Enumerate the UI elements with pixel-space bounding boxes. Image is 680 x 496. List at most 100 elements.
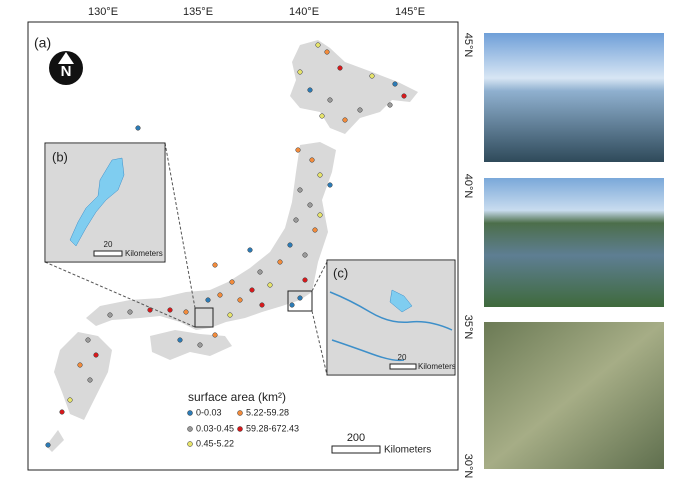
lake-point bbox=[392, 81, 398, 87]
lat-label: 45°N bbox=[462, 33, 474, 58]
lake-point bbox=[295, 147, 301, 153]
locator-c bbox=[287, 290, 313, 312]
panel-label: (a) bbox=[34, 35, 51, 51]
scale-value: 20 bbox=[398, 353, 407, 362]
land bbox=[46, 40, 418, 452]
photo-reeds bbox=[484, 178, 664, 307]
river bbox=[329, 291, 453, 331]
scale-bar bbox=[331, 445, 381, 454]
lake-point bbox=[327, 97, 333, 103]
lake-point bbox=[267, 282, 273, 288]
legend-swatch bbox=[187, 426, 193, 432]
lat-label: 40°N bbox=[462, 174, 474, 199]
lake-point bbox=[297, 187, 303, 193]
legend-label: 0-0.03 bbox=[196, 407, 222, 417]
lake-point bbox=[212, 332, 218, 338]
lake-point bbox=[205, 297, 211, 303]
lake-point bbox=[85, 337, 91, 343]
lake-point bbox=[107, 312, 113, 318]
legend: 0-0.03 0.03-0.45 0.45-5.22 5.22-59.28 59.28-… bbox=[187, 407, 299, 448]
scale-unit: Kilometers bbox=[384, 445, 431, 456]
lake-point bbox=[217, 292, 223, 298]
legend-title: surface area (km²) bbox=[188, 390, 286, 404]
lake-point bbox=[317, 212, 323, 218]
lake-point bbox=[257, 269, 263, 275]
leader bbox=[164, 142, 196, 309]
lake-point bbox=[45, 442, 51, 448]
lake-point bbox=[227, 312, 233, 318]
lake-point bbox=[309, 157, 315, 163]
lake-point bbox=[127, 309, 133, 315]
svg-text:N: N bbox=[61, 63, 72, 80]
lake-point bbox=[293, 217, 299, 223]
lake-point bbox=[147, 307, 153, 313]
legend-swatch bbox=[187, 441, 193, 447]
lake-point bbox=[327, 182, 333, 188]
inset-label: (c) bbox=[333, 265, 348, 280]
lake-point bbox=[249, 287, 255, 293]
scale-unit: Kilometers bbox=[125, 249, 163, 258]
lake-point bbox=[342, 117, 348, 123]
lake-point bbox=[135, 125, 141, 131]
scale-bar bbox=[389, 363, 417, 370]
legend-label: 5.22-59.28 bbox=[246, 407, 289, 417]
lake-point bbox=[289, 302, 295, 308]
lake-point bbox=[357, 107, 363, 113]
lake-point bbox=[87, 377, 93, 383]
lake-point bbox=[315, 42, 321, 48]
scale-value: 200 bbox=[347, 432, 365, 444]
lake-point bbox=[59, 409, 65, 415]
lake-point bbox=[297, 69, 303, 75]
map-frame bbox=[27, 21, 459, 471]
scale-bar bbox=[93, 250, 123, 257]
lake-point bbox=[287, 242, 293, 248]
lat-label: 30°N bbox=[462, 454, 474, 479]
lon-label: 135°E bbox=[183, 6, 213, 18]
lake-point bbox=[93, 352, 99, 358]
lake-biwa bbox=[69, 157, 125, 247]
photo-underwater bbox=[484, 322, 664, 469]
lake-point bbox=[319, 113, 325, 119]
inset-label: (b) bbox=[52, 149, 68, 164]
lake-point bbox=[77, 362, 83, 368]
leader bbox=[44, 261, 196, 328]
lon-label: 130°E bbox=[88, 6, 118, 18]
leader bbox=[311, 310, 328, 376]
lake-point bbox=[237, 297, 243, 303]
photo-lake bbox=[484, 33, 664, 162]
lake-point bbox=[307, 87, 313, 93]
locator-b bbox=[194, 307, 214, 328]
legend-swatch bbox=[187, 410, 193, 416]
lake-point bbox=[177, 337, 183, 343]
lake-point bbox=[317, 172, 323, 178]
lake-point bbox=[307, 202, 313, 208]
lake-point bbox=[401, 93, 407, 99]
legend-label: 0.45-5.22 bbox=[196, 438, 234, 448]
lake-point bbox=[259, 302, 265, 308]
legend-label: 0.03-0.45 bbox=[196, 423, 234, 433]
lake-point bbox=[369, 73, 375, 79]
lake-point bbox=[277, 259, 283, 265]
lake-point bbox=[183, 309, 189, 315]
lon-label: 140°E bbox=[289, 6, 319, 18]
lake-point bbox=[337, 65, 343, 71]
lake-point bbox=[387, 102, 393, 108]
lon-label: 145°E bbox=[395, 6, 425, 18]
lake-point bbox=[312, 227, 318, 233]
lake-points bbox=[45, 42, 407, 448]
leader bbox=[311, 261, 328, 292]
scale-unit: Kilometers bbox=[418, 362, 456, 371]
legend-swatch bbox=[237, 426, 243, 432]
lake-point bbox=[302, 252, 308, 258]
lake-point bbox=[302, 277, 308, 283]
legend-swatch bbox=[237, 410, 243, 416]
lake-point bbox=[67, 397, 73, 403]
scale-value: 20 bbox=[104, 240, 113, 249]
lake-point bbox=[197, 342, 203, 348]
lat-label: 35°N bbox=[462, 315, 474, 340]
lake bbox=[389, 289, 413, 313]
lake-point bbox=[324, 49, 330, 55]
lake-point bbox=[247, 247, 253, 253]
lake-point bbox=[229, 279, 235, 285]
